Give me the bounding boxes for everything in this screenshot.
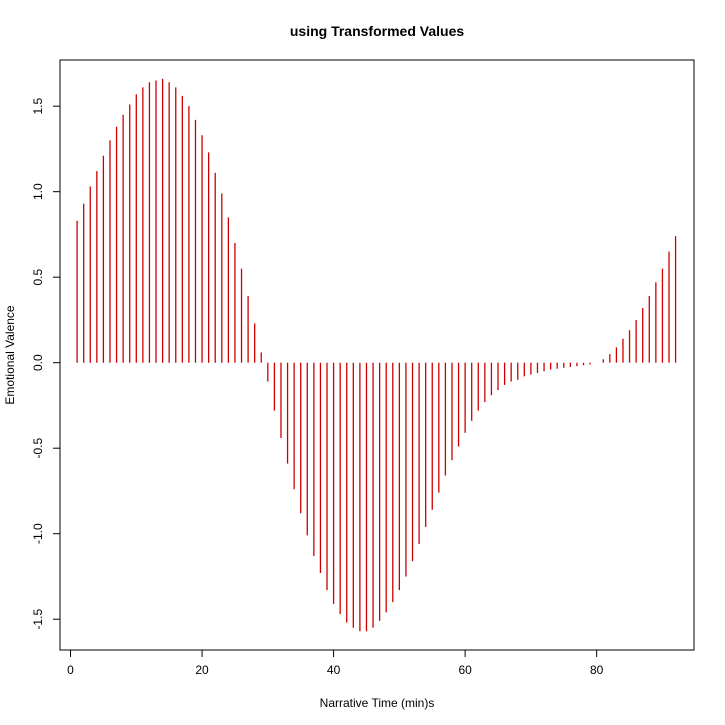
x-tick-label: 0 <box>67 663 74 677</box>
chart-title: using Transformed Values <box>290 23 464 39</box>
y-tick-label: 1.0 <box>31 183 45 200</box>
y-tick-label: 0.0 <box>31 354 45 371</box>
x-tick-label: 60 <box>458 663 472 677</box>
x-tick-label: 40 <box>327 663 341 677</box>
x-axis-label: Narrative Time (min)s <box>320 696 435 710</box>
y-tick-label: 1.5 <box>31 98 45 115</box>
bar-series <box>76 78 677 632</box>
y-tick-label: -1.5 <box>31 609 45 630</box>
y-tick-label: 0.5 <box>31 269 45 286</box>
x-tick-label: 80 <box>590 663 604 677</box>
y-tick-label: -0.5 <box>31 438 45 459</box>
y-axis-label: Emotional Valence <box>3 305 17 404</box>
x-axis: 0 20 40 60 80 <box>67 649 604 677</box>
y-axis: -1.5 -1.0 -0.5 0.0 0.5 1.0 1.5 <box>31 98 61 630</box>
y-tick-label: -1.0 <box>31 523 45 544</box>
x-tick-label: 20 <box>195 663 209 677</box>
plot-frame <box>59 59 695 651</box>
